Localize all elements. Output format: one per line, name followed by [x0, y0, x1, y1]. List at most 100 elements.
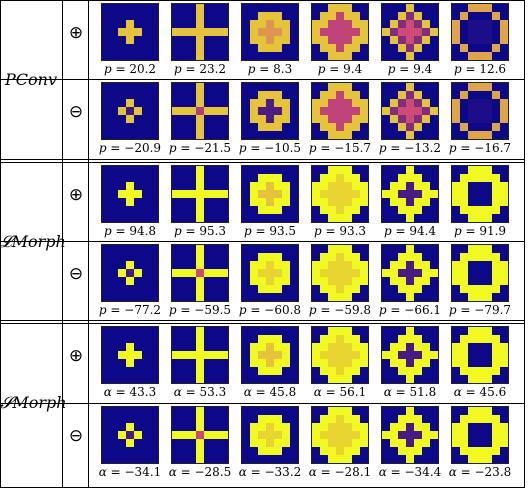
kernel-pixel: [390, 335, 398, 343]
kernel-pixel: [484, 115, 492, 123]
kernel-pixel: [290, 431, 298, 439]
kernel-pixel: [134, 91, 142, 99]
kernel-pixel: [328, 327, 336, 335]
kernel-pixel: [180, 455, 188, 463]
kernel-pixel: [484, 277, 492, 285]
kernel-pixel: [430, 52, 438, 60]
kernel-pixel: [266, 285, 274, 293]
kernel-cell: p = 20.2: [95, 3, 165, 76]
kernel-pixel: [266, 245, 274, 253]
kernel-pixel: [134, 415, 142, 423]
parameter-label: p = 91.9: [445, 224, 515, 238]
kernel-pixel: [344, 4, 352, 12]
kernel-pixel: [220, 293, 228, 301]
kernel-pixel: [150, 214, 158, 222]
kernel-pixel: [390, 99, 398, 107]
kernel-pixel: [110, 375, 118, 383]
kernel-pixel: [196, 12, 204, 20]
kernel-pixel: [150, 131, 158, 139]
kernel-pixel: [484, 439, 492, 447]
kernel-pixel: [344, 174, 352, 182]
kernel-pixel: [180, 131, 188, 139]
kernel-pixel: [492, 214, 500, 222]
kernel-pixel: [468, 123, 476, 131]
kernel-pixel: [290, 44, 298, 52]
kernel-pixel: [102, 447, 110, 455]
kernel-pixel: [336, 123, 344, 131]
kernel-pixel: [126, 423, 134, 431]
kernel-pixel: [422, 455, 430, 463]
kernel-pixel: [336, 269, 344, 277]
kernel-pixel: [204, 99, 212, 107]
parameter-symbol: p: [98, 303, 107, 317]
kernel-pixel: [118, 166, 126, 174]
kernel-pixel: [212, 407, 220, 415]
kernel-pixel: [460, 367, 468, 375]
kernel-pixel: [414, 52, 422, 60]
kernel-pixel: [344, 20, 352, 28]
kernel-pixel: [196, 269, 204, 277]
kernel-cell: α = 45.6: [445, 326, 515, 399]
kernel-pixel: [430, 131, 438, 139]
kernel-pixel: [398, 343, 406, 351]
kernel-pixel: [172, 12, 180, 20]
kernel-pixel: [196, 351, 204, 359]
kernel-pixel: [382, 4, 390, 12]
kernel-pixel: [360, 4, 368, 12]
kernel-pixel: [282, 174, 290, 182]
kernel-pixel: [414, 343, 422, 351]
kernel-pixel: [492, 36, 500, 44]
kernel-pixel: [188, 166, 196, 174]
kernel-pixel: [460, 52, 468, 60]
kernel-pixel: [180, 91, 188, 99]
kernel-pixel: [312, 335, 320, 343]
kernel-pixel: [492, 174, 500, 182]
kernel-pixel: [344, 455, 352, 463]
kernel-pixel: [242, 206, 250, 214]
kernel-pixel: [188, 351, 196, 359]
kernel-pixel: [110, 174, 118, 182]
kernel-pixel: [312, 190, 320, 198]
kernel-pixel: [352, 12, 360, 20]
parameter-label: α = 45.6: [445, 385, 515, 399]
parameter-value: = −10.5: [246, 141, 302, 155]
kernel-pixel: [382, 431, 390, 439]
kernel-pixel: [134, 455, 142, 463]
kernel-pixel: [110, 99, 118, 107]
kernel-pixel: [460, 407, 468, 415]
kernel-pixel: [242, 4, 250, 12]
kernel-pixel: [336, 447, 344, 455]
kernel-pixel: [476, 415, 484, 423]
kernel-pixel: [204, 245, 212, 253]
kernel-pixel: [468, 375, 476, 383]
kernel-pixel: [142, 327, 150, 335]
kernel-pixel: [188, 123, 196, 131]
kernel-pixel: [382, 166, 390, 174]
parameter-value: = 95.3: [181, 224, 227, 238]
kernel-pixel: [180, 52, 188, 60]
kernel-pixel: [266, 174, 274, 182]
kernel-pixel: [204, 351, 212, 359]
kernel-pixel: [312, 327, 320, 335]
kernel-pixel: [274, 327, 282, 335]
kernel-pixel: [328, 343, 336, 351]
kernel-pixel: [398, 12, 406, 20]
sign-plus-icon: ⊕: [68, 346, 84, 366]
kernel-pixel: [250, 36, 258, 44]
parameter-label: α = −23.8: [445, 465, 515, 479]
kernel-pixel: [204, 107, 212, 115]
kernel-pixel: [274, 343, 282, 351]
kernel-pixel: [118, 123, 126, 131]
kernel-pixel: [344, 83, 352, 91]
kernel-pixel: [336, 52, 344, 60]
kernel-pixel: [242, 407, 250, 415]
kernel-pixel: [452, 190, 460, 198]
kernel-pixel: [118, 335, 126, 343]
kernel-pixel: [126, 293, 134, 301]
kernel-pixel: [118, 439, 126, 447]
kernel-pixel: [352, 36, 360, 44]
kernel-pixel: [110, 214, 118, 222]
kernel-pixel: [468, 415, 476, 423]
kernel-pixel: [390, 115, 398, 123]
parameter-symbol: α: [308, 465, 317, 479]
